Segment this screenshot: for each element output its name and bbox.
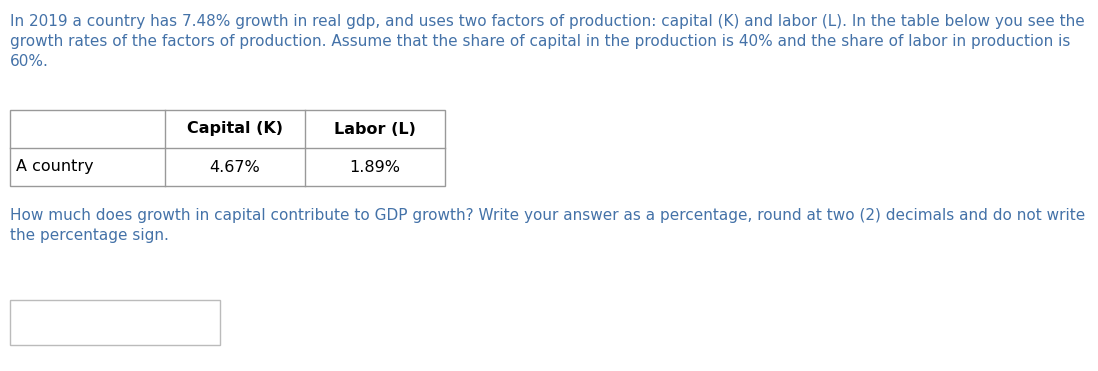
Text: growth rates of the factors of production. Assume that the share of capital in t: growth rates of the factors of productio…	[10, 34, 1071, 49]
Bar	[10, 110, 445, 186]
Text: Labor (L): Labor (L)	[334, 121, 416, 137]
Text: In 2019 a country has 7.48% growth in real gdp, and uses two factors of producti: In 2019 a country has 7.48% growth in re…	[10, 14, 1085, 29]
Text: the percentage sign.: the percentage sign.	[10, 228, 169, 243]
Text: How much does growth in capital contribute to GDP growth? Write your answer as a: How much does growth in capital contribu…	[10, 208, 1085, 223]
Text: Capital (K): Capital (K)	[187, 121, 283, 137]
Text: 1.89%: 1.89%	[349, 160, 401, 174]
Text: 60%.: 60%.	[10, 54, 49, 69]
Text: A country: A country	[16, 160, 93, 174]
Bar	[10, 300, 220, 345]
Text: 4.67%: 4.67%	[210, 160, 260, 174]
